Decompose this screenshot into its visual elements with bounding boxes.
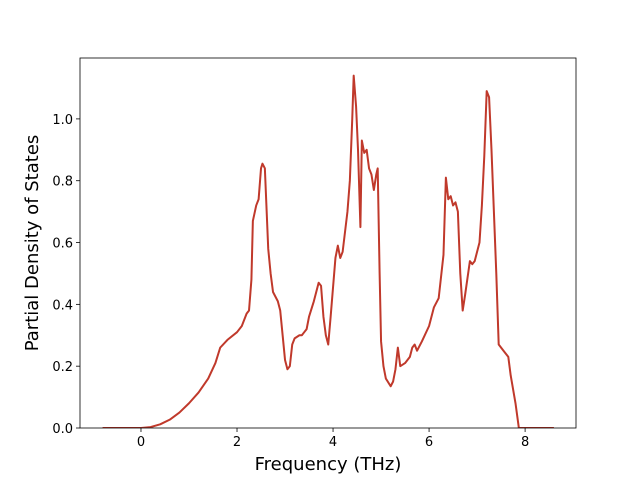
x-axis-label: Frequency (THz) xyxy=(255,454,402,475)
y-axis-label: Partial Density of States xyxy=(22,135,43,352)
y-tick-label: 0.6 xyxy=(52,237,73,252)
y-tick-label: 1.0 xyxy=(52,113,73,128)
x-tick-label: 2 xyxy=(233,435,241,450)
plot-frame xyxy=(79,57,577,429)
y-tick-label: 0.2 xyxy=(52,360,73,375)
y-tick-label: 0.4 xyxy=(52,298,73,313)
y-tick-label: 0.8 xyxy=(52,175,73,190)
pdos-line xyxy=(102,74,554,428)
x-tick-label: 8 xyxy=(521,435,529,450)
y-tick-label: 0.0 xyxy=(52,422,73,437)
x-tick-label: 0 xyxy=(137,435,145,450)
x-tick-label: 4 xyxy=(329,435,337,450)
x-tick-label: 6 xyxy=(425,435,433,450)
